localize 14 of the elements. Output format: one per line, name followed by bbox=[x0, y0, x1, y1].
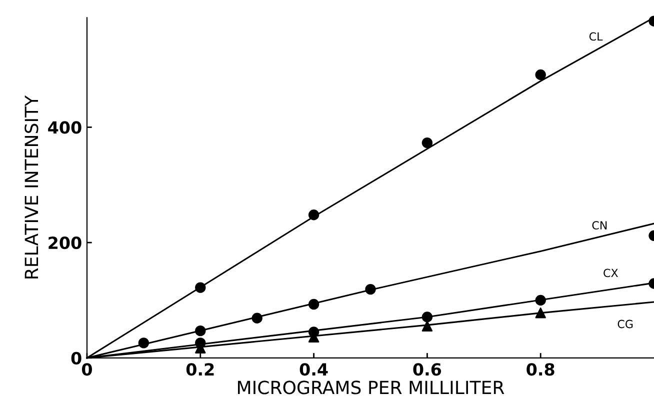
x-tick-label: 0.6 bbox=[413, 363, 442, 376]
series-label: CX bbox=[604, 268, 618, 278]
x-axis-title: MICROGRAMS PER MILLILITER bbox=[238, 380, 504, 394]
x-tick-label: 0.2 bbox=[186, 363, 214, 376]
y-axis-title: RELATIVE INTENSITY bbox=[24, 95, 38, 278]
series-label: CL bbox=[589, 32, 603, 41]
series-label: CG bbox=[618, 320, 633, 328]
y-tick-label: 0 bbox=[71, 352, 82, 364]
series-label: CN bbox=[592, 221, 607, 230]
y-tick-label: 200 bbox=[48, 236, 82, 250]
x-tick-label: 0.4 bbox=[300, 363, 328, 376]
x-tick-label: 0.8 bbox=[526, 363, 554, 376]
y-tick-label: 400 bbox=[48, 121, 82, 134]
x-tick-label: 0 bbox=[82, 363, 92, 376]
